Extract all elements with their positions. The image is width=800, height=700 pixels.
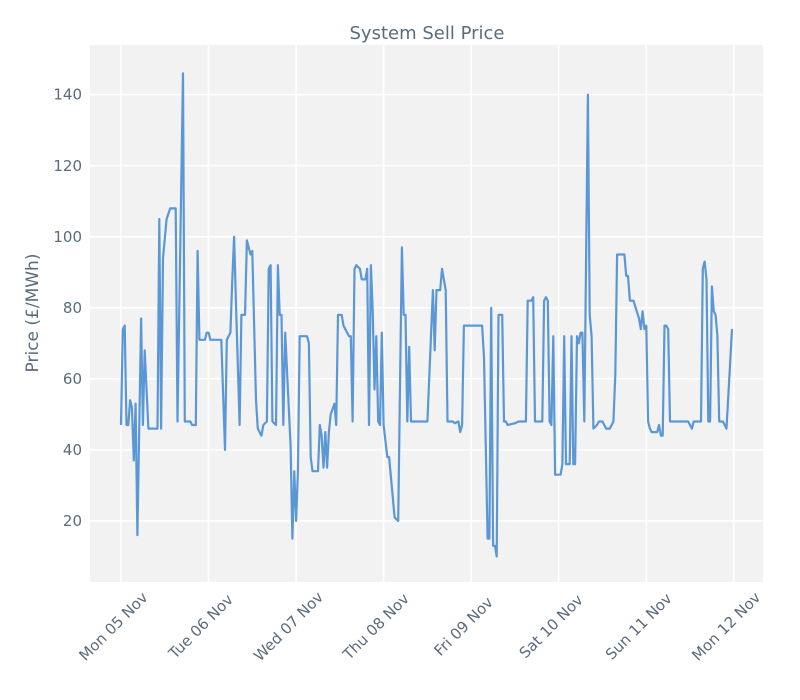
y-tick-label: 120	[53, 157, 82, 175]
chart-title: System Sell Price	[350, 23, 505, 44]
x-tick-label: Sat 10 Nov	[516, 591, 587, 662]
y-tick-label: 40	[63, 441, 82, 459]
x-tick-label: Sun 11 Nov	[602, 589, 676, 663]
y-axis-label: Price (£/MWh)	[23, 254, 43, 373]
y-axis-ticks: 20 40 60 80 100 120 140	[53, 86, 82, 530]
y-tick-label: 100	[53, 228, 82, 246]
y-tick-label: 80	[63, 299, 82, 317]
y-tick-label: 140	[53, 86, 82, 104]
y-tick-label: 20	[63, 512, 82, 530]
x-tick-label: Fri 09 Nov	[430, 593, 496, 659]
grid	[90, 45, 763, 582]
series-line	[119, 72, 734, 558]
x-tick-label: Mon 05 Nov	[75, 588, 151, 664]
y-tick-label: 60	[63, 370, 82, 388]
x-axis-ticks: Mon 05 Nov Tue 06 Nov Wed 07 Nov Thu 08 Nov…	[75, 588, 764, 665]
x-tick-label: Mon 12 Nov	[688, 588, 764, 664]
plot-area	[90, 45, 763, 582]
x-tick-label: Wed 07 Nov	[250, 588, 327, 665]
x-tick-label: Thu 08 Nov	[339, 590, 413, 664]
x-tick-label: Tue 06 Nov	[164, 590, 237, 663]
